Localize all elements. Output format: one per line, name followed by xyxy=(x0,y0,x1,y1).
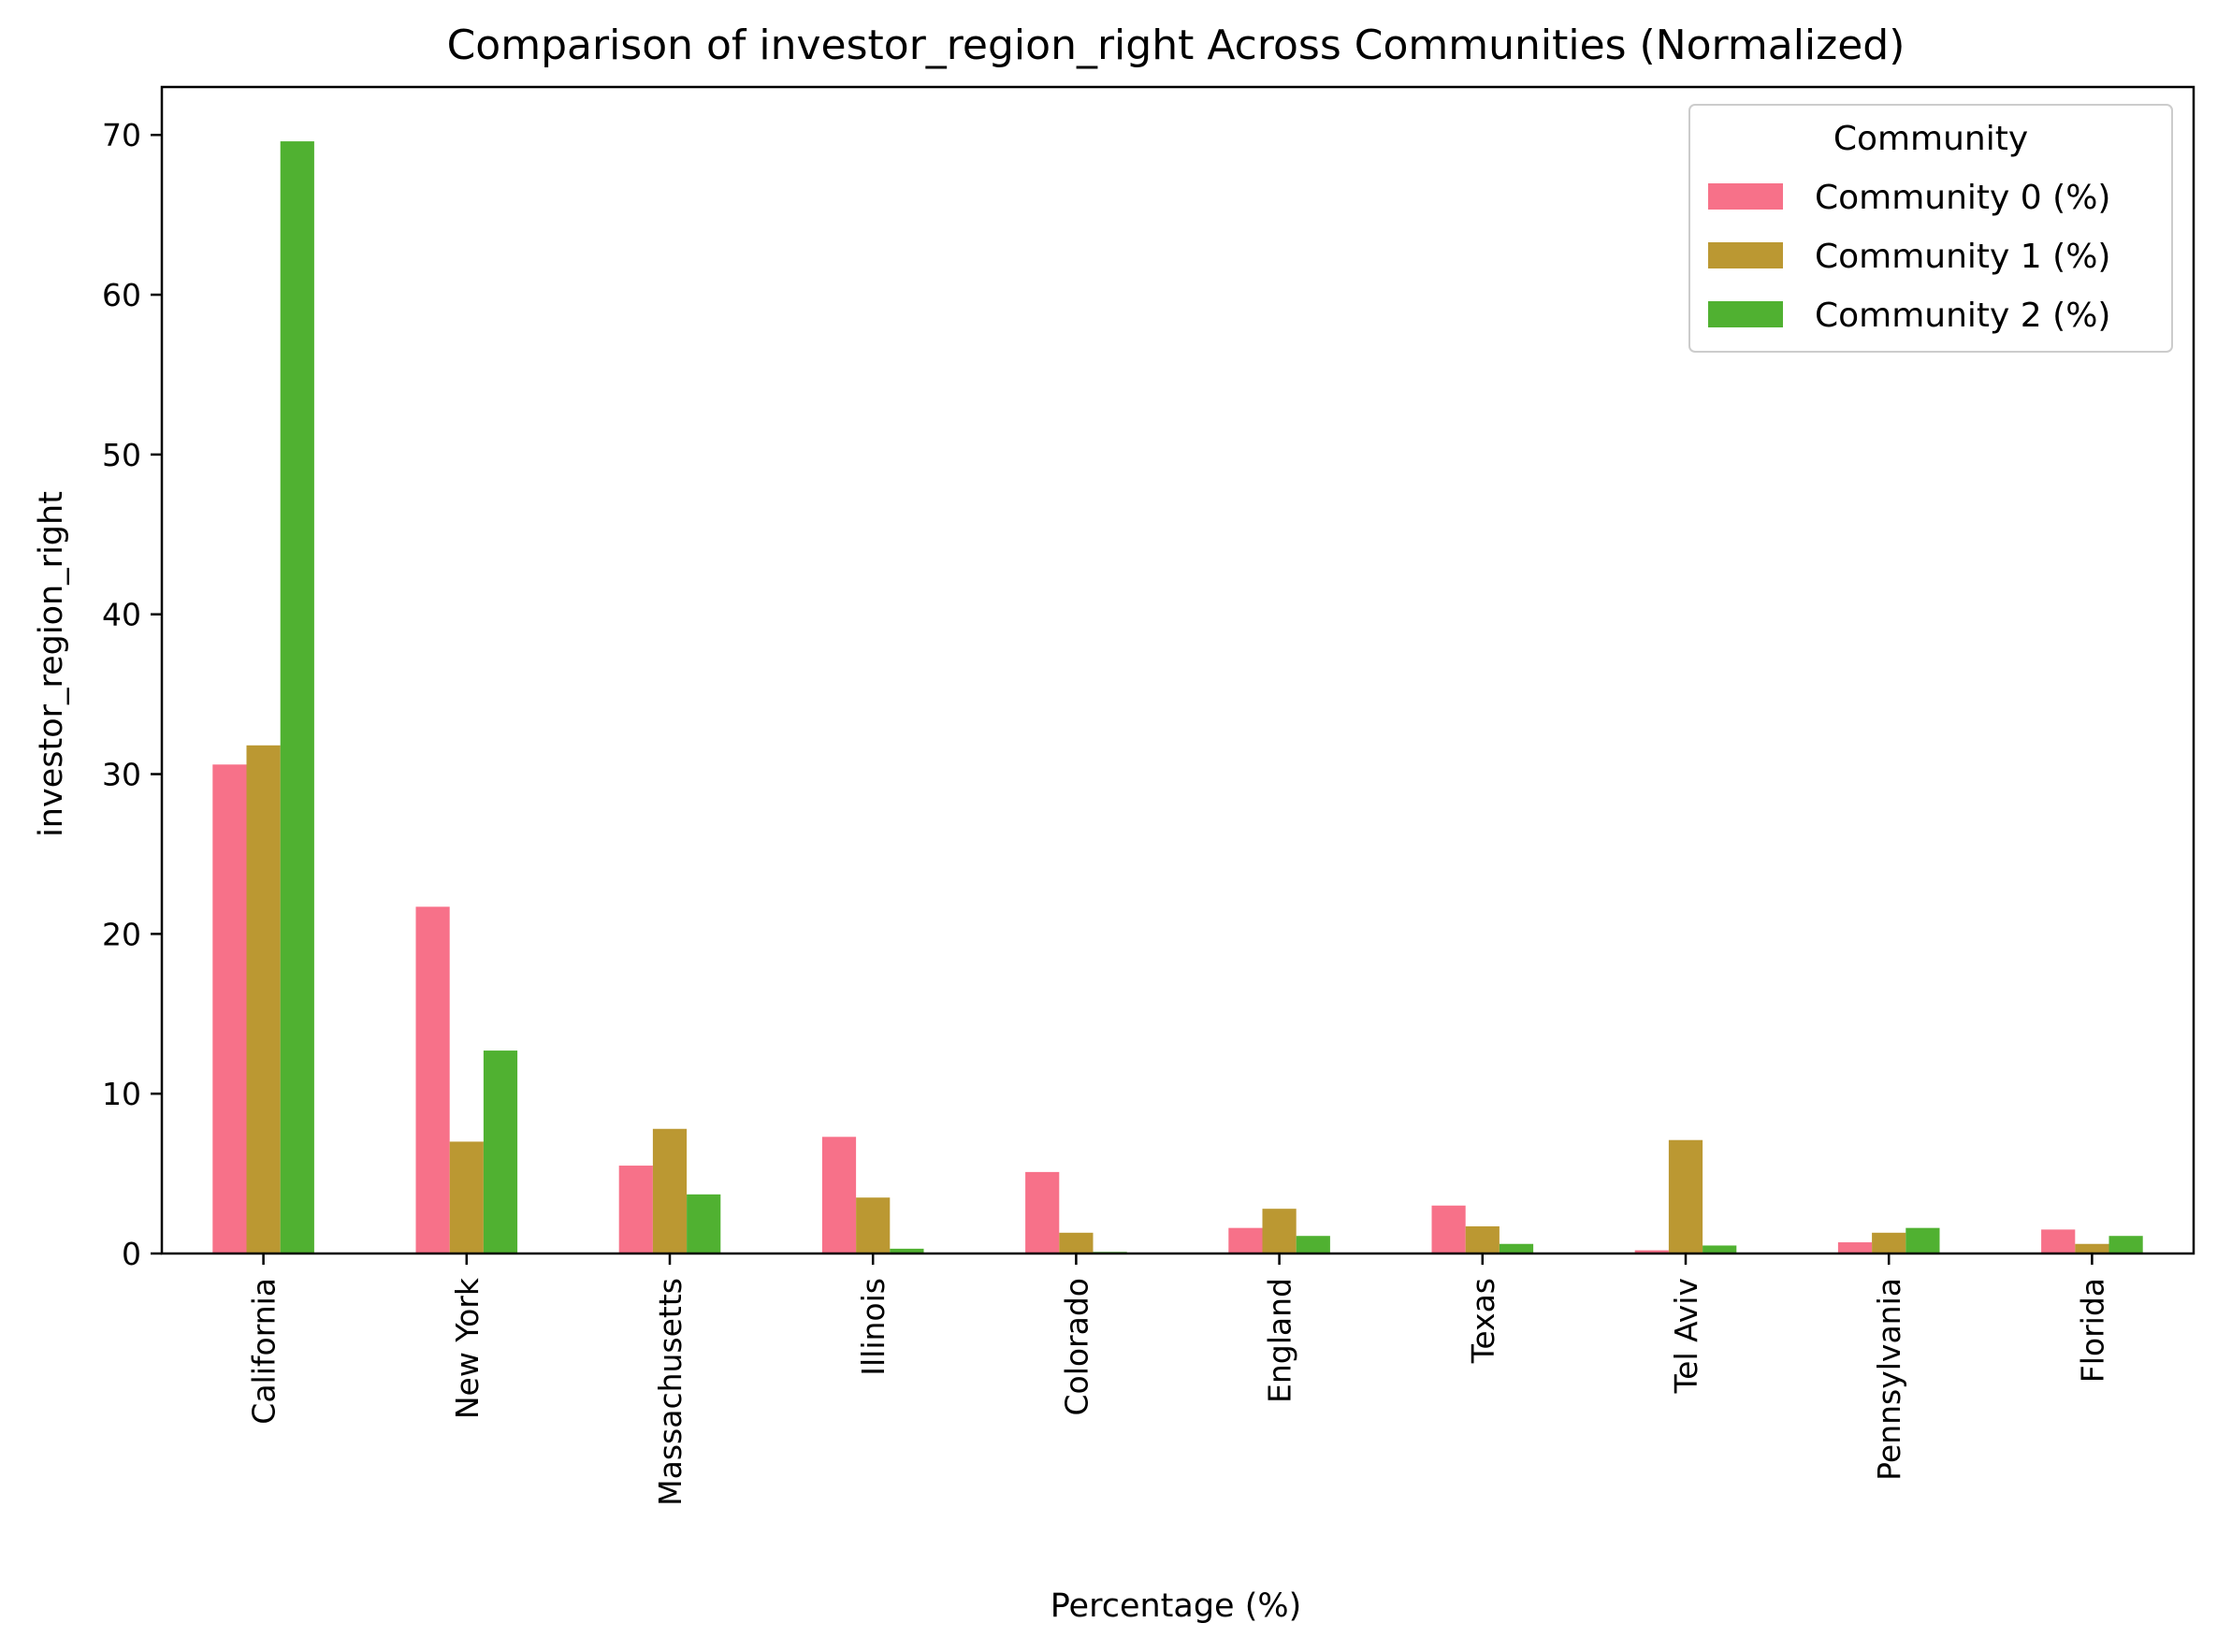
x-axis-ticks: California New York Massachusetts Illinois C… xyxy=(246,1253,2110,1506)
x-axis-label: Percentage (%) xyxy=(1051,1587,1302,1625)
bar-england-series-1 xyxy=(1262,1209,1297,1253)
bar-pennsylvania-series-0 xyxy=(1837,1242,1873,1253)
y-tick-label: 0 xyxy=(122,1236,141,1272)
bar-texas-series-2 xyxy=(1499,1243,1534,1253)
bar-england-series-0 xyxy=(1228,1227,1263,1253)
legend-title: Community xyxy=(1833,120,2028,158)
bar-new-york-series-0 xyxy=(415,906,450,1253)
bar-colorado-series-0 xyxy=(1025,1171,1060,1253)
bar-massachusetts-series-2 xyxy=(687,1194,721,1253)
bar-california-series-1 xyxy=(246,745,281,1253)
bar-tel-aviv-series-0 xyxy=(1634,1250,1669,1253)
y-tick-label: 20 xyxy=(102,916,141,952)
bars-group xyxy=(212,141,2143,1254)
legend-label-0: Community 0 (%) xyxy=(1815,179,2110,217)
bar-massachusetts-series-1 xyxy=(652,1128,688,1253)
bar-illinois-series-2 xyxy=(890,1248,924,1253)
legend-box xyxy=(1688,104,2173,353)
bar-massachusetts-series-0 xyxy=(618,1166,653,1253)
bar-illinois-series-0 xyxy=(821,1137,857,1253)
x-tick-label: Illinois xyxy=(855,1278,891,1376)
bar-florida-series-2 xyxy=(2108,1236,2143,1253)
bar-texas-series-1 xyxy=(1465,1225,1500,1253)
legend-swatch-1 xyxy=(1708,242,1783,268)
y-tick-label: 60 xyxy=(102,277,141,313)
bar-tel-aviv-series-1 xyxy=(1668,1139,1703,1253)
y-axis-label: investor_region_right xyxy=(33,491,70,837)
bar-california-series-2 xyxy=(280,141,314,1254)
y-tick-label: 40 xyxy=(102,597,141,633)
legend: Community Community 0 (%) Community 1 (%)… xyxy=(1688,104,2173,353)
y-tick-label: 30 xyxy=(102,757,141,793)
x-tick-label: Massachusetts xyxy=(652,1278,688,1506)
x-tick-label: Pennsylvania xyxy=(1871,1278,1907,1481)
bar-new-york-series-1 xyxy=(449,1141,484,1253)
x-tick-label: Texas xyxy=(1465,1278,1501,1364)
legend-items: Community 0 (%) Community 1 (%) Community … xyxy=(1708,179,2110,335)
y-tick-label: 10 xyxy=(102,1076,141,1112)
x-tick-label: Florida xyxy=(2074,1278,2110,1383)
legend-swatch-2 xyxy=(1708,301,1783,327)
bar-pennsylvania-series-1 xyxy=(1872,1232,1906,1253)
plot-frame xyxy=(160,85,2195,1255)
chart-title: Comparison of investor_region_right Acro… xyxy=(447,22,1905,69)
bar-new-york-series-2 xyxy=(483,1051,518,1253)
bar-texas-series-0 xyxy=(1431,1205,1466,1253)
bar-california-series-0 xyxy=(212,764,247,1253)
legend-label-1: Community 1 (%) xyxy=(1815,238,2110,276)
y-axis-ticks: 0 10 20 30 40 50 60 70 xyxy=(102,117,162,1272)
bar-colorado-series-1 xyxy=(1059,1232,1094,1253)
legend-swatch-0 xyxy=(1708,183,1783,210)
bar-england-series-2 xyxy=(1296,1236,1330,1253)
legend-label-2: Community 2 (%) xyxy=(1815,297,2110,335)
y-tick-label: 50 xyxy=(102,437,141,473)
bar-florida-series-1 xyxy=(2075,1243,2109,1253)
x-tick-label: Colorado xyxy=(1058,1278,1094,1416)
bar-florida-series-0 xyxy=(2041,1229,2076,1253)
bar-tel-aviv-series-2 xyxy=(1703,1245,1737,1253)
x-tick-label: England xyxy=(1262,1278,1298,1403)
x-tick-label: California xyxy=(246,1278,283,1425)
x-tick-label: New York xyxy=(449,1277,485,1419)
bar-illinois-series-1 xyxy=(856,1197,891,1253)
x-tick-label: Tel Aviv xyxy=(1668,1278,1704,1394)
bar-pennsylvania-series-2 xyxy=(1905,1227,1940,1253)
y-tick-label: 70 xyxy=(102,117,141,153)
